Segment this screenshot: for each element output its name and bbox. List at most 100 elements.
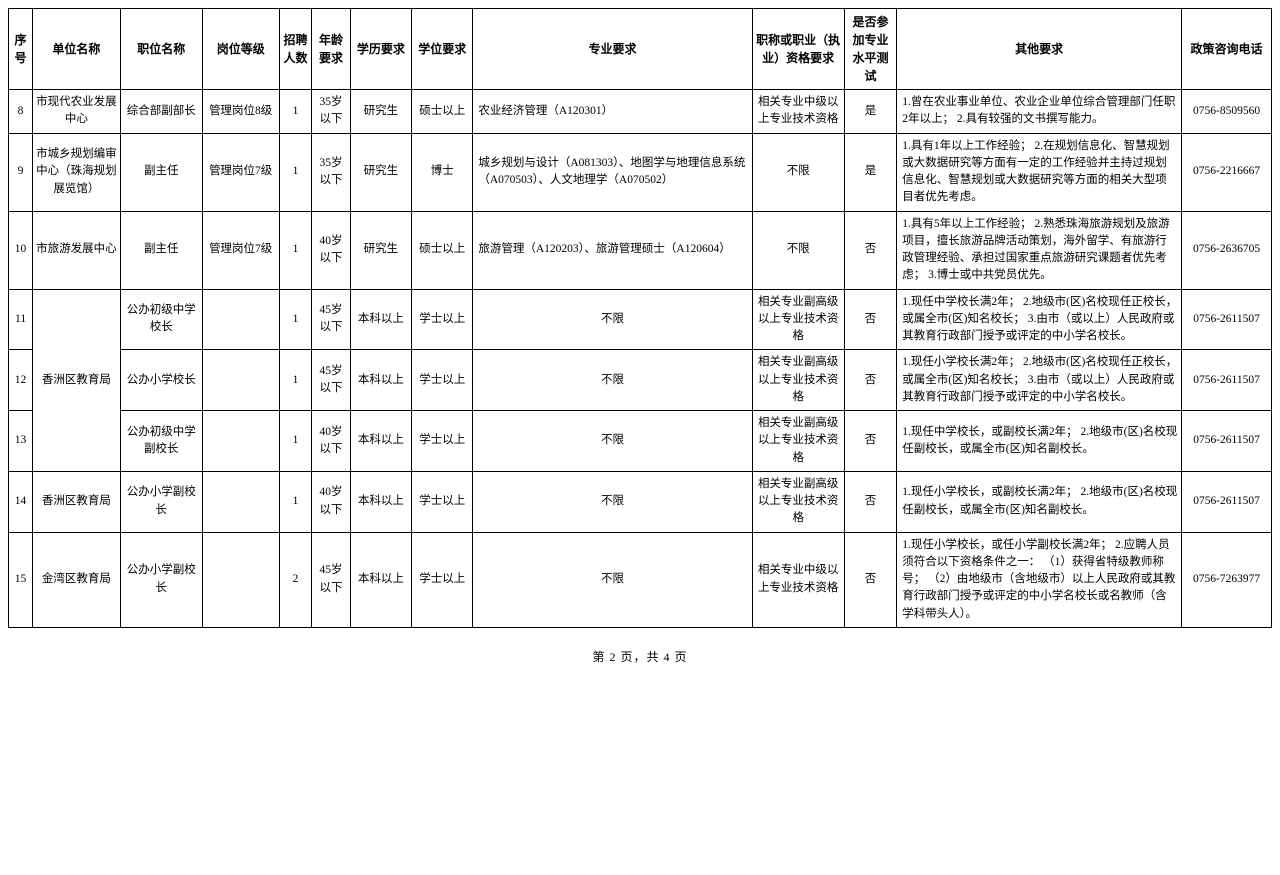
cell-position: 公办小学副校长: [120, 471, 202, 532]
cell-seq: 12: [9, 350, 33, 411]
cell-unit: 金湾区教育局: [33, 532, 121, 627]
cell-num: 1: [279, 289, 312, 350]
cell-grade: 管理岗位7级: [202, 133, 279, 211]
cell-position: 公办初级中学副校长: [120, 411, 202, 472]
cell-tel: 0756-2611507: [1182, 350, 1272, 411]
cell-edu: 本科以上: [350, 471, 411, 532]
th-seq: 序号: [9, 9, 33, 90]
th-unit: 单位名称: [33, 9, 121, 90]
cell-other: 1.具有5年以上工作经验； 2.熟悉珠海旅游规划及旅游项目，擅长旅游品牌活动策划…: [897, 211, 1182, 289]
table-row: 10 市旅游发展中心 副主任 管理岗位7级 1 40岁以下 研究生 硕士以上 旅…: [9, 211, 1272, 289]
table-header-row: 序号 单位名称 职位名称 岗位等级 招聘人数 年龄要求 学历要求 学位要求 专业…: [9, 9, 1272, 90]
cell-num: 1: [279, 211, 312, 289]
cell-unit: 市旅游发展中心: [33, 211, 121, 289]
th-edu: 学历要求: [350, 9, 411, 90]
cell-degree: 学士以上: [412, 532, 473, 627]
cell-position: 公办初级中学校长: [120, 289, 202, 350]
cell-grade: [202, 411, 279, 472]
th-position: 职位名称: [120, 9, 202, 90]
cell-grade: 管理岗位8级: [202, 90, 279, 134]
cell-edu: 本科以上: [350, 289, 411, 350]
cell-edu: 研究生: [350, 133, 411, 211]
cell-position: 副主任: [120, 211, 202, 289]
cell-degree: 学士以上: [412, 289, 473, 350]
cell-grade: [202, 532, 279, 627]
cell-major: 不限: [473, 350, 752, 411]
recruitment-table: 序号 单位名称 职位名称 岗位等级 招聘人数 年龄要求 学历要求 学位要求 专业…: [8, 8, 1272, 628]
cell-seq: 9: [9, 133, 33, 211]
cell-degree: 博士: [412, 133, 473, 211]
cell-other: 1.现任中学校长满2年； 2.地级市(区)名校现任正校长，或属全市(区)知名校长…: [897, 289, 1182, 350]
cell-seq: 11: [9, 289, 33, 350]
cell-num: 1: [279, 350, 312, 411]
cell-age: 35岁以下: [312, 133, 350, 211]
cell-seq: 14: [9, 471, 33, 532]
cell-seq: 10: [9, 211, 33, 289]
cell-tel: 0756-2611507: [1182, 289, 1272, 350]
cell-grade: [202, 289, 279, 350]
cell-major: 不限: [473, 411, 752, 472]
cell-other: 1.曾在农业事业单位、农业企业单位综合管理部门任职2年以上； 2.具有较强的文书…: [897, 90, 1182, 134]
cell-other: 1.现任小学校长，或副校长满2年； 2.地级市(区)名校现任副校长，或属全市(区…: [897, 471, 1182, 532]
cell-major: 不限: [473, 471, 752, 532]
cell-edu: 本科以上: [350, 350, 411, 411]
cell-major: 城乡规划与设计（A081303）、地图学与地理信息系统（A070503）、人文地…: [473, 133, 752, 211]
cell-test: 否: [844, 411, 897, 472]
cell-grade: 管理岗位7级: [202, 211, 279, 289]
cell-unit: 香洲区教育局: [33, 289, 121, 471]
cell-qual: 相关专业副高级以上专业技术资格: [752, 471, 844, 532]
cell-position: 副主任: [120, 133, 202, 211]
cell-tel: 0756-2636705: [1182, 211, 1272, 289]
cell-qual: 相关专业副高级以上专业技术资格: [752, 350, 844, 411]
cell-other: 1.现任中学校长，或副校长满2年； 2.地级市(区)名校现任副校长，或属全市(区…: [897, 411, 1182, 472]
cell-tel: 0756-8509560: [1182, 90, 1272, 134]
cell-age: 40岁以下: [312, 211, 350, 289]
cell-edu: 研究生: [350, 90, 411, 134]
cell-num: 1: [279, 90, 312, 134]
cell-unit: 市城乡规划编审中心（珠海规划展览馆）: [33, 133, 121, 211]
cell-seq: 15: [9, 532, 33, 627]
th-other: 其他要求: [897, 9, 1182, 90]
th-qual: 职称或职业（执业）资格要求: [752, 9, 844, 90]
cell-num: 2: [279, 532, 312, 627]
table-row: 12 公办小学校长 1 45岁以下 本科以上 学士以上 不限 相关专业副高级以上…: [9, 350, 1272, 411]
cell-age: 45岁以下: [312, 289, 350, 350]
cell-tel: 0756-2216667: [1182, 133, 1272, 211]
cell-age: 35岁以下: [312, 90, 350, 134]
table-row: 9 市城乡规划编审中心（珠海规划展览馆） 副主任 管理岗位7级 1 35岁以下 …: [9, 133, 1272, 211]
cell-position: 公办小学副校长: [120, 532, 202, 627]
cell-degree: 硕士以上: [412, 90, 473, 134]
cell-major: 旅游管理（A120203）、旅游管理硕士（A120604）: [473, 211, 752, 289]
cell-qual: 相关专业中级以上专业技术资格: [752, 90, 844, 134]
cell-qual: 相关专业副高级以上专业技术资格: [752, 289, 844, 350]
cell-age: 40岁以下: [312, 471, 350, 532]
cell-grade: [202, 350, 279, 411]
cell-num: 1: [279, 411, 312, 472]
cell-test: 否: [844, 211, 897, 289]
table-row: 11 香洲区教育局 公办初级中学校长 1 45岁以下 本科以上 学士以上 不限 …: [9, 289, 1272, 350]
cell-degree: 学士以上: [412, 350, 473, 411]
th-num: 招聘人数: [279, 9, 312, 90]
table-row: 14 香洲区教育局 公办小学副校长 1 40岁以下 本科以上 学士以上 不限 相…: [9, 471, 1272, 532]
cell-major: 不限: [473, 532, 752, 627]
cell-qual: 相关专业中级以上专业技术资格: [752, 532, 844, 627]
cell-major: 不限: [473, 289, 752, 350]
cell-num: 1: [279, 471, 312, 532]
cell-test: 是: [844, 133, 897, 211]
cell-qual: 相关专业副高级以上专业技术资格: [752, 411, 844, 472]
th-major: 专业要求: [473, 9, 752, 90]
cell-edu: 本科以上: [350, 411, 411, 472]
cell-test: 否: [844, 289, 897, 350]
th-grade: 岗位等级: [202, 9, 279, 90]
cell-edu: 本科以上: [350, 532, 411, 627]
table-row: 13 公办初级中学副校长 1 40岁以下 本科以上 学士以上 不限 相关专业副高…: [9, 411, 1272, 472]
th-age: 年龄要求: [312, 9, 350, 90]
cell-grade: [202, 471, 279, 532]
page-footer: 第 2 页，共 4 页: [8, 648, 1272, 665]
cell-num: 1: [279, 133, 312, 211]
cell-test: 否: [844, 532, 897, 627]
cell-test: 否: [844, 350, 897, 411]
cell-position: 综合部副部长: [120, 90, 202, 134]
cell-qual: 不限: [752, 211, 844, 289]
cell-age: 45岁以下: [312, 350, 350, 411]
